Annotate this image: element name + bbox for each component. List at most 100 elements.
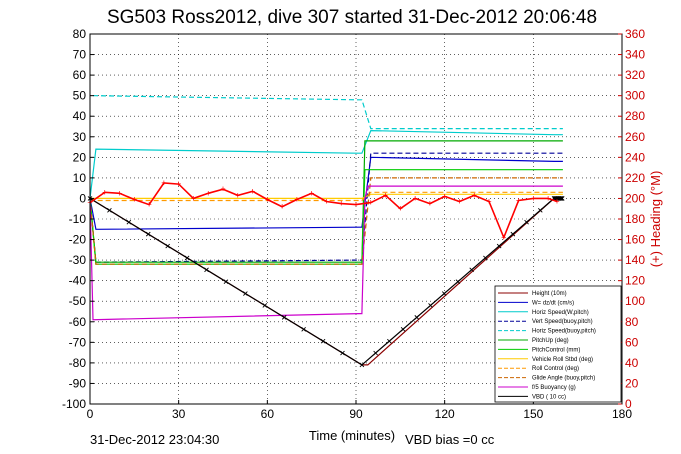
heading-marker: + — [117, 188, 122, 198]
y-tick-label: 30 — [73, 130, 87, 144]
y-right-tick-label: 320 — [625, 68, 645, 82]
legend-label-0: Height (10m) — [532, 291, 567, 297]
y-right-tick-label: 360 — [625, 27, 645, 41]
legend-label-7: Vehicle Roll Stbd (deg) — [532, 357, 593, 363]
x-tick-label: 0 — [87, 407, 94, 421]
heading-marker: + — [486, 197, 491, 207]
heading-marker: + — [398, 204, 403, 214]
y-tick-label: -100 — [62, 397, 86, 411]
heading-marker: + — [309, 188, 314, 198]
series-line-0 — [89, 197, 563, 366]
vbd-marker — [483, 255, 488, 261]
heading-marker: + — [206, 188, 211, 198]
heading-marker: + — [554, 197, 559, 207]
vbd-marker — [387, 338, 392, 344]
y-right-tick-label: 340 — [625, 48, 645, 62]
vbd-marker — [281, 315, 287, 320]
heading-marker: + — [339, 199, 344, 209]
vbd-marker — [223, 279, 229, 285]
heading-marker: + — [265, 194, 270, 204]
legend-label-1: W= dz/dt (cm/s) — [532, 300, 574, 306]
legend-label-3: Vert Speed(buoy,pitch) — [532, 319, 593, 325]
y-right-tick-label: 80 — [625, 315, 639, 329]
heading-marker: + — [531, 193, 536, 203]
y-right-tick-label: 120 — [625, 274, 645, 288]
heading-marker: + — [324, 197, 329, 207]
series-line-4 — [93, 95, 563, 130]
series-line-2 — [89, 129, 563, 199]
y-tick-label: -50 — [69, 294, 87, 308]
legend-label-8: Roll Control (deg) — [532, 366, 579, 372]
series-line-8 — [89, 191, 563, 202]
x-axis: 0 30 60 90 120 150 180 — [87, 400, 632, 421]
chart-title: SG503 Ross2012, dive 307 started 31-Dec-… — [107, 7, 597, 28]
legend-label-11: VBD ( 10 cc) — [532, 394, 566, 400]
y-right-tick-label: 20 — [625, 376, 639, 390]
vbd-marker — [204, 267, 209, 273]
legend-label-9: Glide Angle (buoy,pitch) — [532, 376, 595, 382]
heading-marker: + — [220, 184, 225, 194]
heading-marker: + — [102, 187, 107, 197]
heading-marker: + — [368, 198, 373, 208]
vbd-marker — [320, 338, 326, 344]
y-right-tick-label: 260 — [625, 130, 645, 144]
heading-marker: + — [191, 193, 196, 203]
y-right-tick-label: 180 — [625, 212, 645, 226]
vbd-marker — [301, 326, 306, 332]
heading-marker: + — [353, 200, 358, 210]
heading-marker: + — [457, 197, 462, 207]
vbd-marker — [243, 291, 248, 296]
legend-label-4: Horiz Speed(buoy,pitch) — [532, 329, 596, 335]
vbd-marker — [373, 350, 378, 356]
heading-marker: + — [412, 193, 417, 203]
y-tick-label: 70 — [73, 48, 87, 62]
y-right-tick-label: 200 — [625, 191, 645, 205]
y-right-tick-label: 40 — [625, 356, 639, 370]
heading-marker: + — [132, 194, 137, 204]
vbd-marker — [145, 231, 151, 237]
y-right-tick-label: 60 — [625, 335, 639, 349]
y-tick-label: 0 — [79, 191, 86, 205]
heading-marker: + — [250, 186, 255, 196]
y-right-tick-label: 240 — [625, 150, 645, 164]
x-tick-label: 90 — [349, 407, 363, 421]
y-tick-label: 60 — [73, 68, 87, 82]
x-tick-label: 30 — [172, 407, 186, 421]
vbd-marker — [400, 326, 406, 332]
heading-marker: + — [516, 196, 521, 206]
vbd-marker — [441, 291, 447, 296]
y-tick-label: 50 — [73, 89, 87, 103]
heading-layer: ++ ++++ +++ ++ ++++++ + + +++++++++++ + + + — [87, 178, 559, 242]
legend-label-6: PitchControl (mm) — [532, 347, 580, 353]
vbd-marker — [496, 243, 502, 249]
y-tick-label: -70 — [69, 335, 87, 349]
vbd-marker — [428, 303, 433, 308]
heading-marker: + — [146, 200, 151, 210]
heading-marker: + — [427, 199, 432, 209]
y-tick-label: 10 — [73, 171, 87, 185]
series-line-1 — [89, 156, 563, 230]
heading-marker: + — [545, 193, 550, 203]
timestamp-label: 31-Dec-2012 23:04:30 — [90, 432, 219, 447]
heading-marker: + — [279, 202, 284, 212]
x-tick-label: 180 — [612, 407, 632, 421]
heading-marker: + — [442, 191, 447, 201]
y-axis-left: -100-90-80-70-60-50-40-30-20-10010203040… — [62, 27, 94, 411]
y-right-tick-label: 0 — [625, 397, 632, 411]
series-line-11 — [89, 197, 563, 366]
y-right-tick-label: 140 — [625, 253, 645, 267]
legend-label-10: f/5 Buoyancy (g) — [532, 385, 576, 391]
y-tick-label: -90 — [69, 376, 87, 390]
vbd-marker — [455, 279, 461, 285]
x-tick-label: 120 — [435, 407, 455, 421]
legend-label-2: Horiz Speed(W,pitch) — [532, 310, 589, 316]
vbd-marker — [537, 208, 543, 213]
vbd-marker — [165, 243, 171, 249]
x-tick-label: 60 — [261, 407, 275, 421]
series-line-10 — [89, 185, 563, 321]
y-right-tick-label: 280 — [625, 109, 645, 123]
y-axis-right: 0 20 40 60 80 100 120 140 160 180 200 220 240 260 280 3… — [618, 27, 645, 411]
y-right-tick-label: 300 — [625, 89, 645, 103]
legend-box — [494, 285, 622, 403]
